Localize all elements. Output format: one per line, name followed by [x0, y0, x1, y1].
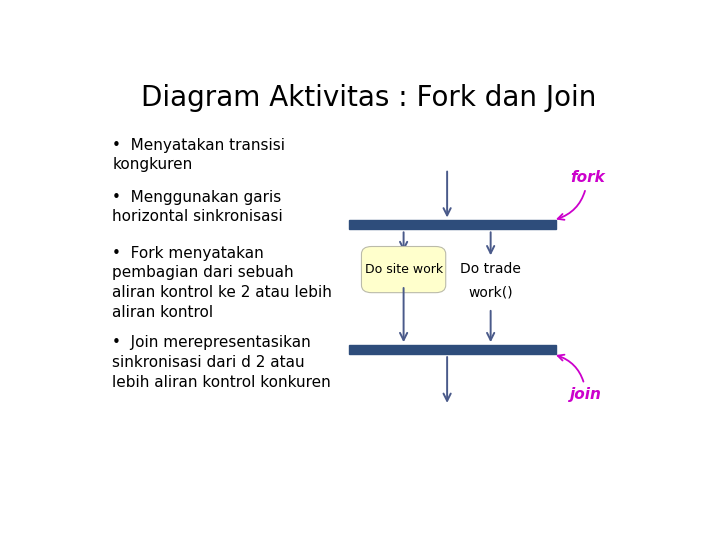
Text: Diagram Aktivitas : Fork dan Join: Diagram Aktivitas : Fork dan Join	[141, 84, 597, 112]
FancyBboxPatch shape	[361, 246, 446, 293]
Text: •  Menyatakan transisi
kongkuren: • Menyatakan transisi kongkuren	[112, 138, 285, 172]
Text: •  Join merepresentasikan
sinkronisasi dari d 2 atau
lebih aliran kontrol konkur: • Join merepresentasikan sinkronisasi da…	[112, 335, 331, 390]
Text: Do trade: Do trade	[460, 262, 521, 276]
Text: •  Fork menyatakan
pembagian dari sebuah
aliran kontrol ke 2 atau lebih
aliran k: • Fork menyatakan pembagian dari sebuah …	[112, 246, 332, 320]
Text: fork: fork	[558, 171, 605, 220]
Text: work(): work()	[468, 285, 513, 299]
Bar	[349, 345, 556, 354]
Text: join: join	[558, 355, 602, 402]
Bar	[349, 220, 556, 230]
Text: •  Menggunakan garis
horizontal sinkronisasi: • Menggunakan garis horizontal sinkronis…	[112, 190, 283, 224]
Text: Do site work: Do site work	[364, 263, 443, 276]
